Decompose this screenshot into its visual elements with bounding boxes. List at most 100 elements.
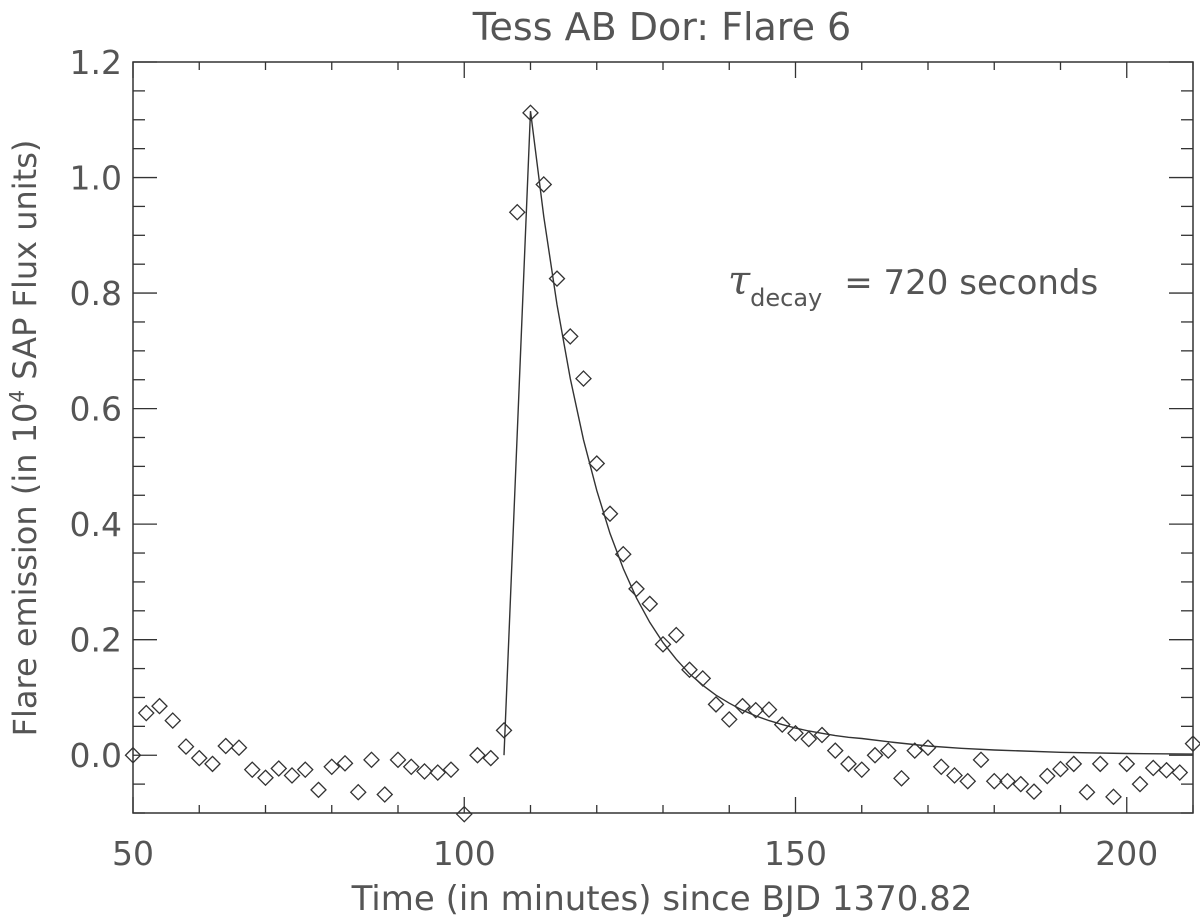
data-point-diamond <box>1144 759 1162 777</box>
data-point-diamond <box>243 761 261 779</box>
data-point-diamond <box>508 203 526 221</box>
data-point-diamond <box>469 746 486 764</box>
data-point-diamond <box>310 781 327 799</box>
data-point-diamond <box>959 772 977 790</box>
data-point-diamond <box>826 742 844 760</box>
data-point-diamond <box>177 738 195 755</box>
data-point-diamond <box>999 772 1016 790</box>
data-point-diamond <box>1025 783 1043 801</box>
data-point-diamond <box>561 327 579 345</box>
data-point-diamond <box>363 751 380 769</box>
y-axis-label-post: SAP Flux units) <box>6 140 44 390</box>
tau-value-text: = 720 seconds <box>844 263 1098 303</box>
data-point-diamond <box>230 739 248 757</box>
x-tick-label: 50 <box>112 834 154 873</box>
data-point-diamond <box>707 695 725 713</box>
y-tick-label: 1.2 <box>70 43 122 82</box>
data-point-diamond <box>840 755 857 773</box>
data-point-diamond <box>1065 755 1083 773</box>
y-axis-label-pre: Flare emission (in 10 <box>6 403 44 737</box>
data-point-diamond <box>760 701 778 719</box>
data-point-diamond <box>641 595 659 613</box>
x-axis-label: Time (in minutes) since BJD 1370.82 <box>351 879 973 919</box>
data-point-diamond <box>813 726 831 744</box>
data-point-diamond <box>376 786 394 803</box>
data-point-diamond <box>257 769 274 787</box>
data-point-diamond <box>204 755 221 773</box>
data-point-diamond <box>800 730 818 748</box>
data-point-diamond <box>1078 783 1096 801</box>
y-tick-label: 0.6 <box>70 390 122 429</box>
data-point-diamond <box>1118 755 1136 773</box>
data-point-diamond <box>747 701 765 719</box>
data-point-diamond <box>720 710 738 728</box>
data-point-diamond <box>932 758 950 776</box>
data-point-diamond <box>1158 761 1175 779</box>
plot-frame <box>132 61 1194 814</box>
decay-fit-line <box>503 111 1194 756</box>
data-point-diamond <box>482 749 500 767</box>
data-point-diamond <box>773 716 791 734</box>
data-point-diamond <box>588 455 606 472</box>
data-point-diamond <box>879 742 897 760</box>
y-tick-label: 1.0 <box>70 159 122 198</box>
data-point-diamond <box>522 104 539 122</box>
axis-ticks <box>132 61 1194 814</box>
data-point-diamond <box>270 760 288 777</box>
data-point-diamond <box>654 635 672 653</box>
data-point-diamond <box>667 626 685 644</box>
data-point-diamond <box>866 746 884 764</box>
data-point-diamond <box>601 505 619 523</box>
data-point-diamond <box>972 751 990 769</box>
chart-title: Tess AB Dor: Flare 6 <box>472 5 851 49</box>
data-point-diamond <box>681 661 698 679</box>
y-tick-label: 0.0 <box>70 736 122 775</box>
y-tick-label: 0.2 <box>70 621 122 660</box>
data-point-diamond <box>164 712 182 729</box>
data-point-diamond <box>217 737 235 755</box>
data-point-diamond <box>151 697 168 715</box>
data-point-diamond <box>535 176 553 193</box>
decay-fit-layer <box>503 111 1194 756</box>
data-point-diamond <box>575 370 592 387</box>
data-points-layer <box>124 104 1200 823</box>
data-point-diamond <box>1131 775 1149 793</box>
data-point-diamond <box>1091 755 1109 773</box>
data-point-diamond <box>137 704 155 722</box>
data-point-diamond <box>124 746 142 764</box>
data-point-diamond <box>416 762 433 780</box>
data-point-diamond <box>787 724 804 742</box>
data-point-diamond <box>389 751 407 769</box>
tau-subscript: decay <box>750 284 822 312</box>
data-point-diamond <box>893 769 910 787</box>
x-tick-label: 200 <box>1095 834 1158 873</box>
data-point-diamond <box>429 764 447 781</box>
data-point-diamond <box>853 761 871 779</box>
y-axis-label-sup: 4 <box>5 390 29 403</box>
data-point-diamond <box>946 767 963 784</box>
data-point-diamond <box>906 742 924 760</box>
data-point-diamond <box>614 545 632 563</box>
data-point-diamond <box>1012 775 1030 793</box>
data-point-diamond <box>1105 788 1122 806</box>
data-point-diamond <box>442 761 460 779</box>
data-point-diamond <box>919 739 937 757</box>
x-tick-label: 150 <box>764 834 827 873</box>
data-point-diamond <box>190 749 208 767</box>
y-tick-label: 0.8 <box>70 274 122 313</box>
tau-symbol: τ <box>728 258 751 304</box>
data-point-diamond <box>548 270 566 288</box>
data-point-diamond <box>336 754 354 772</box>
data-point-diamond <box>1171 764 1189 781</box>
data-point-diamond <box>1052 760 1069 778</box>
data-point-diamond <box>985 772 1003 790</box>
data-point-diamond <box>455 805 473 823</box>
data-point-diamond <box>1184 735 1200 753</box>
data-point-diamond <box>402 758 420 776</box>
x-tick-label: 100 <box>433 834 496 873</box>
data-point-diamond <box>628 580 645 598</box>
data-point-diamond <box>1038 767 1056 785</box>
data-point-diamond <box>495 721 513 739</box>
data-point-diamond <box>694 669 712 687</box>
